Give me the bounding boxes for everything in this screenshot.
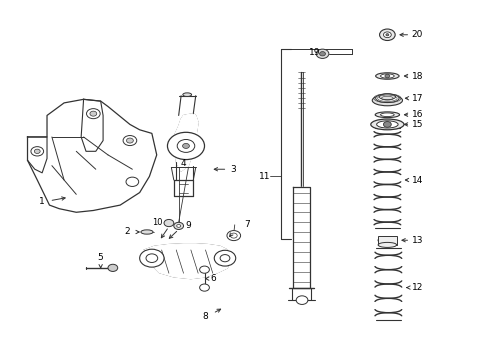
Polygon shape [173,114,198,171]
Text: 10: 10 [152,218,162,227]
Ellipse shape [370,119,403,130]
Text: 12: 12 [411,283,422,292]
Circle shape [199,266,209,273]
Circle shape [176,225,180,227]
Ellipse shape [377,237,396,243]
Circle shape [230,233,237,238]
Circle shape [296,296,307,305]
Text: 14: 14 [411,176,422,185]
Text: 19: 19 [308,48,320,57]
Text: 4: 4 [181,159,186,168]
Text: 13: 13 [411,236,423,245]
Circle shape [383,32,390,38]
Circle shape [167,132,204,159]
Ellipse shape [378,94,395,100]
Circle shape [108,264,118,271]
Circle shape [90,111,97,116]
Circle shape [226,230,240,240]
Ellipse shape [374,112,399,118]
Circle shape [385,34,388,36]
Circle shape [177,139,194,152]
Polygon shape [293,187,310,288]
Circle shape [126,177,139,186]
Text: 16: 16 [411,110,423,119]
Text: 20: 20 [411,30,422,39]
Ellipse shape [183,93,191,96]
Ellipse shape [371,95,402,106]
Circle shape [199,284,209,291]
Circle shape [220,255,229,262]
Circle shape [123,135,137,145]
Text: 6: 6 [210,274,216,283]
Circle shape [126,138,133,143]
Text: 8: 8 [202,312,207,321]
Circle shape [163,220,173,226]
Polygon shape [27,99,157,212]
Text: 17: 17 [411,94,423,103]
Polygon shape [144,244,229,279]
Circle shape [319,51,325,56]
Circle shape [316,49,328,58]
Text: 11: 11 [258,172,270,181]
Circle shape [173,222,183,229]
Text: 5: 5 [98,253,103,262]
Text: 15: 15 [411,120,423,129]
Text: 1: 1 [39,197,44,206]
Ellipse shape [376,121,397,128]
Circle shape [383,122,390,127]
Circle shape [31,147,43,156]
Text: 18: 18 [411,72,423,81]
Bar [377,235,396,245]
Circle shape [34,149,40,153]
Circle shape [140,249,163,267]
Circle shape [182,143,189,148]
Text: 9: 9 [184,221,190,230]
Ellipse shape [375,94,398,103]
Ellipse shape [141,230,153,234]
Text: 3: 3 [229,165,235,174]
Circle shape [384,74,389,78]
Ellipse shape [377,242,396,247]
Text: 7: 7 [244,220,250,229]
Circle shape [379,29,394,41]
Circle shape [214,250,235,266]
Ellipse shape [380,113,393,117]
Ellipse shape [380,74,393,78]
Ellipse shape [375,73,398,79]
Circle shape [86,109,100,119]
Circle shape [146,254,158,262]
Text: 2: 2 [124,227,130,236]
